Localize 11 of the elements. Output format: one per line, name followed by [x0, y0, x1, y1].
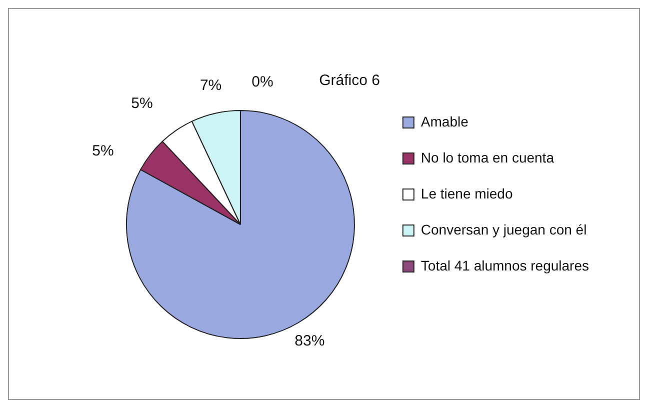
- legend-label: No lo toma en cuenta: [420, 149, 554, 166]
- legend-label: Amable: [420, 113, 469, 130]
- legend-label: Total 41 alumnos regulares: [420, 257, 590, 274]
- legend-label: Conversan y juegan con él: [420, 221, 587, 238]
- data-label: 7%: [200, 76, 222, 94]
- data-label: 5%: [92, 142, 114, 160]
- data-label: 83%: [294, 332, 325, 350]
- legend-label: Le tiene miedo: [420, 185, 513, 202]
- data-label: 5%: [131, 95, 153, 112]
- chart-title: Gráfico 6: [319, 72, 380, 90]
- text: 0%: [252, 74, 274, 91]
